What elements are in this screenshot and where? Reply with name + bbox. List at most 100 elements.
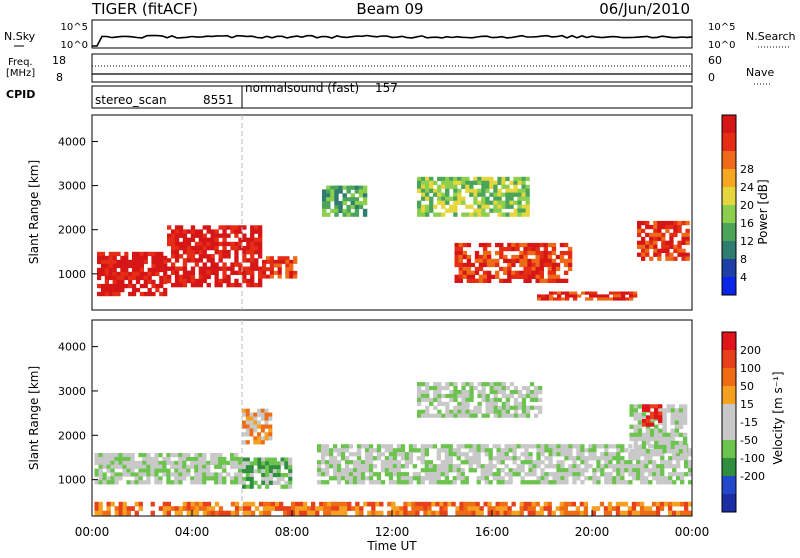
heatmap-cell xyxy=(268,436,273,441)
heatmap-cell xyxy=(178,282,184,288)
heatmap-cell xyxy=(94,501,99,507)
heatmap-cell xyxy=(501,401,506,406)
heatmap-cell xyxy=(453,413,458,418)
heatmap-cell xyxy=(396,464,402,469)
heatmap-cell xyxy=(449,409,454,414)
heatmap-cell xyxy=(190,258,196,263)
heatmap-cell xyxy=(425,390,430,395)
heatmap-cell xyxy=(317,464,322,469)
heatmap-cell xyxy=(326,185,331,190)
heatmap-cell xyxy=(226,472,231,477)
heatmap-cell xyxy=(234,456,239,462)
heatmap-cell xyxy=(531,250,536,256)
heatmap-cell xyxy=(521,401,527,406)
heatmap-cell xyxy=(186,245,192,251)
heatmap-cell xyxy=(484,472,489,477)
colorbar-tick-label: -200 xyxy=(740,470,765,483)
heatmap-cell xyxy=(97,291,102,297)
heatmap-cell xyxy=(249,412,254,417)
heatmap-cell xyxy=(563,278,569,283)
heatmap-cell xyxy=(596,476,601,481)
heatmap-cell xyxy=(262,267,267,272)
heatmap-cell xyxy=(521,413,527,418)
heatmap-cell xyxy=(486,262,492,268)
heatmap-cell xyxy=(641,412,647,417)
heatmap-cell xyxy=(621,291,626,295)
heatmap-cell xyxy=(242,457,247,462)
heatmap-cell xyxy=(344,480,350,485)
heatmap-cell xyxy=(678,440,684,446)
heatmap-cell xyxy=(245,476,250,482)
heatmap-cell xyxy=(633,416,638,421)
heatmap-cell xyxy=(492,464,497,469)
heatmap-cell xyxy=(592,444,597,449)
heatmap-cell xyxy=(528,480,533,485)
heatmap-cell xyxy=(592,480,597,485)
heatmap-cell xyxy=(477,180,482,185)
heatmap-cell xyxy=(497,390,502,395)
heatmap-cell xyxy=(321,472,326,477)
heatmap-cell xyxy=(162,464,167,469)
heatmap-cell xyxy=(325,468,330,473)
heatmap-cell xyxy=(214,250,219,255)
heatmap-cell xyxy=(519,270,524,275)
heatmap-cell xyxy=(407,501,412,507)
heatmap-cell xyxy=(186,468,191,473)
heatmap-cell xyxy=(501,184,506,189)
heatmap-cell xyxy=(322,193,327,198)
heatmap-cell xyxy=(688,472,693,477)
heatmap-cell xyxy=(206,266,211,271)
heatmap-cell xyxy=(605,297,610,301)
heatmap-cell xyxy=(114,480,119,485)
heatmap-cell xyxy=(445,393,450,399)
heatmap-cell xyxy=(423,501,428,507)
heatmap-cell xyxy=(202,241,207,247)
heatmap-cell xyxy=(330,197,335,202)
heatmap-cell xyxy=(234,229,239,234)
heatmap-cell xyxy=(182,266,188,271)
heatmap-cell xyxy=(499,250,504,256)
heatmap-cell xyxy=(154,464,159,469)
heatmap-cell xyxy=(242,506,248,511)
heatmap-cell xyxy=(433,212,438,217)
heatmap-cell xyxy=(400,472,406,477)
heatmap-cell xyxy=(226,460,231,465)
heatmap-cell xyxy=(470,278,476,283)
heatmap-cell xyxy=(551,250,557,256)
heatmap-cell xyxy=(524,480,529,485)
heatmap-cell xyxy=(571,510,576,516)
heatmap-cell xyxy=(288,484,293,489)
heatmap-cell xyxy=(486,270,492,275)
heatmap-cell xyxy=(469,393,474,399)
heatmap-cell xyxy=(445,196,450,201)
heatmap-cell xyxy=(174,229,180,234)
heatmap-cell xyxy=(134,480,139,485)
heatmap-cell xyxy=(202,506,208,511)
heatmap-cell xyxy=(194,468,199,473)
heatmap-cell xyxy=(629,294,634,298)
heatmap-cell xyxy=(588,448,593,453)
heatmap-cell xyxy=(485,382,490,387)
heatmap-cell xyxy=(481,184,486,189)
heatmap-cell xyxy=(567,250,573,256)
heatmap-cell xyxy=(106,464,111,469)
heatmap-cell xyxy=(254,229,259,234)
heatmap-cell xyxy=(214,510,220,516)
heatmap-cell xyxy=(669,252,674,257)
heatmap-cell xyxy=(620,468,625,473)
heatmap-cell xyxy=(538,405,543,410)
heatmap-cell xyxy=(167,266,172,271)
heatmap-cell xyxy=(482,242,488,248)
heatmap-cell xyxy=(662,416,667,421)
heatmap-cell xyxy=(186,278,192,284)
heatmap-cell xyxy=(122,501,127,507)
heatmap-cell xyxy=(329,456,334,461)
heatmap-cell xyxy=(230,266,235,271)
heatmap-cell xyxy=(151,255,156,261)
heatmap-cell xyxy=(673,248,678,253)
heatmap-cell xyxy=(257,432,261,437)
heatmap-cell xyxy=(559,254,565,260)
heatmap-cell xyxy=(420,444,425,449)
heatmap-cell xyxy=(548,456,553,461)
heatmap-cell xyxy=(384,460,390,465)
